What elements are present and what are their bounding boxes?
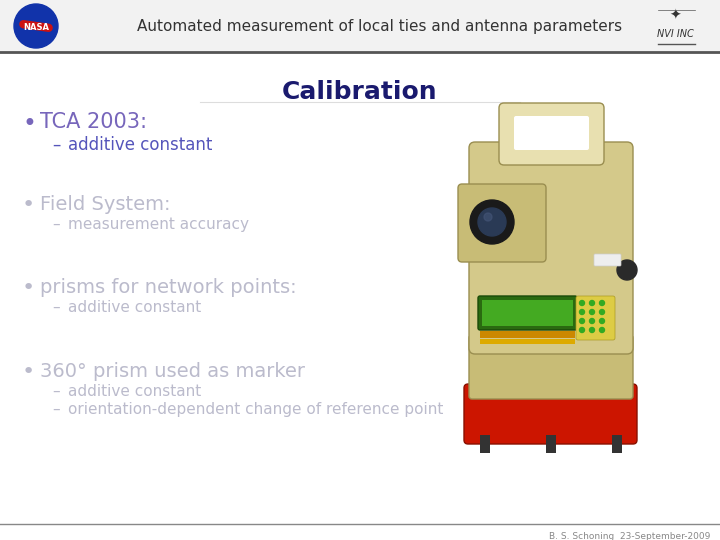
Text: additive constant: additive constant bbox=[68, 384, 202, 399]
Bar bbox=[0, 0, 720, 52]
Text: •: • bbox=[22, 195, 35, 215]
Circle shape bbox=[580, 327, 585, 333]
Text: –: – bbox=[52, 300, 60, 315]
Bar bbox=[480, 435, 490, 453]
Circle shape bbox=[590, 300, 595, 306]
Bar bbox=[546, 435, 556, 453]
FancyArrowPatch shape bbox=[23, 24, 49, 28]
Text: 360° prism used as marker: 360° prism used as marker bbox=[40, 362, 305, 381]
FancyBboxPatch shape bbox=[478, 296, 577, 330]
Text: measurement accuracy: measurement accuracy bbox=[68, 217, 249, 232]
Text: •: • bbox=[22, 362, 35, 382]
FancyBboxPatch shape bbox=[469, 142, 633, 354]
Text: Automated measurement of local ties and antenna parameters: Automated measurement of local ties and … bbox=[138, 19, 623, 35]
FancyBboxPatch shape bbox=[480, 339, 575, 344]
Text: Calibration: Calibration bbox=[282, 80, 438, 104]
Circle shape bbox=[478, 208, 506, 236]
FancyBboxPatch shape bbox=[458, 184, 546, 262]
FancyBboxPatch shape bbox=[514, 116, 589, 150]
Text: •: • bbox=[22, 278, 35, 298]
FancyBboxPatch shape bbox=[594, 254, 621, 266]
Text: ✦: ✦ bbox=[669, 9, 681, 23]
Circle shape bbox=[590, 327, 595, 333]
Circle shape bbox=[580, 300, 585, 306]
Text: additive constant: additive constant bbox=[68, 300, 202, 315]
Text: Field System:: Field System: bbox=[40, 195, 171, 214]
FancyBboxPatch shape bbox=[576, 296, 615, 340]
Text: NASA: NASA bbox=[23, 24, 49, 32]
Text: orientation-dependent change of reference point: orientation-dependent change of referenc… bbox=[68, 402, 444, 417]
Text: TCA 2003:: TCA 2003: bbox=[40, 112, 147, 132]
Circle shape bbox=[580, 309, 585, 314]
FancyBboxPatch shape bbox=[482, 300, 573, 326]
Text: •: • bbox=[22, 112, 36, 136]
Circle shape bbox=[600, 319, 605, 323]
FancyBboxPatch shape bbox=[464, 384, 637, 444]
Circle shape bbox=[14, 4, 58, 48]
Circle shape bbox=[470, 200, 514, 244]
Circle shape bbox=[590, 319, 595, 323]
Circle shape bbox=[580, 319, 585, 323]
Circle shape bbox=[590, 309, 595, 314]
Text: prisms for network points:: prisms for network points: bbox=[40, 278, 297, 297]
Text: –: – bbox=[52, 136, 60, 154]
Text: additive constant: additive constant bbox=[68, 136, 212, 154]
FancyBboxPatch shape bbox=[469, 335, 633, 399]
Text: –: – bbox=[52, 217, 60, 232]
Text: –: – bbox=[52, 384, 60, 399]
Circle shape bbox=[600, 300, 605, 306]
Text: B. S. Schoning  23-September-2009: B. S. Schoning 23-September-2009 bbox=[549, 532, 710, 540]
Text: –: – bbox=[52, 402, 60, 417]
FancyBboxPatch shape bbox=[499, 103, 604, 165]
Circle shape bbox=[617, 260, 637, 280]
Text: NVI INC: NVI INC bbox=[657, 29, 693, 39]
Circle shape bbox=[600, 309, 605, 314]
Circle shape bbox=[484, 213, 492, 221]
FancyBboxPatch shape bbox=[480, 331, 575, 338]
Bar bbox=[612, 435, 622, 453]
Circle shape bbox=[600, 327, 605, 333]
